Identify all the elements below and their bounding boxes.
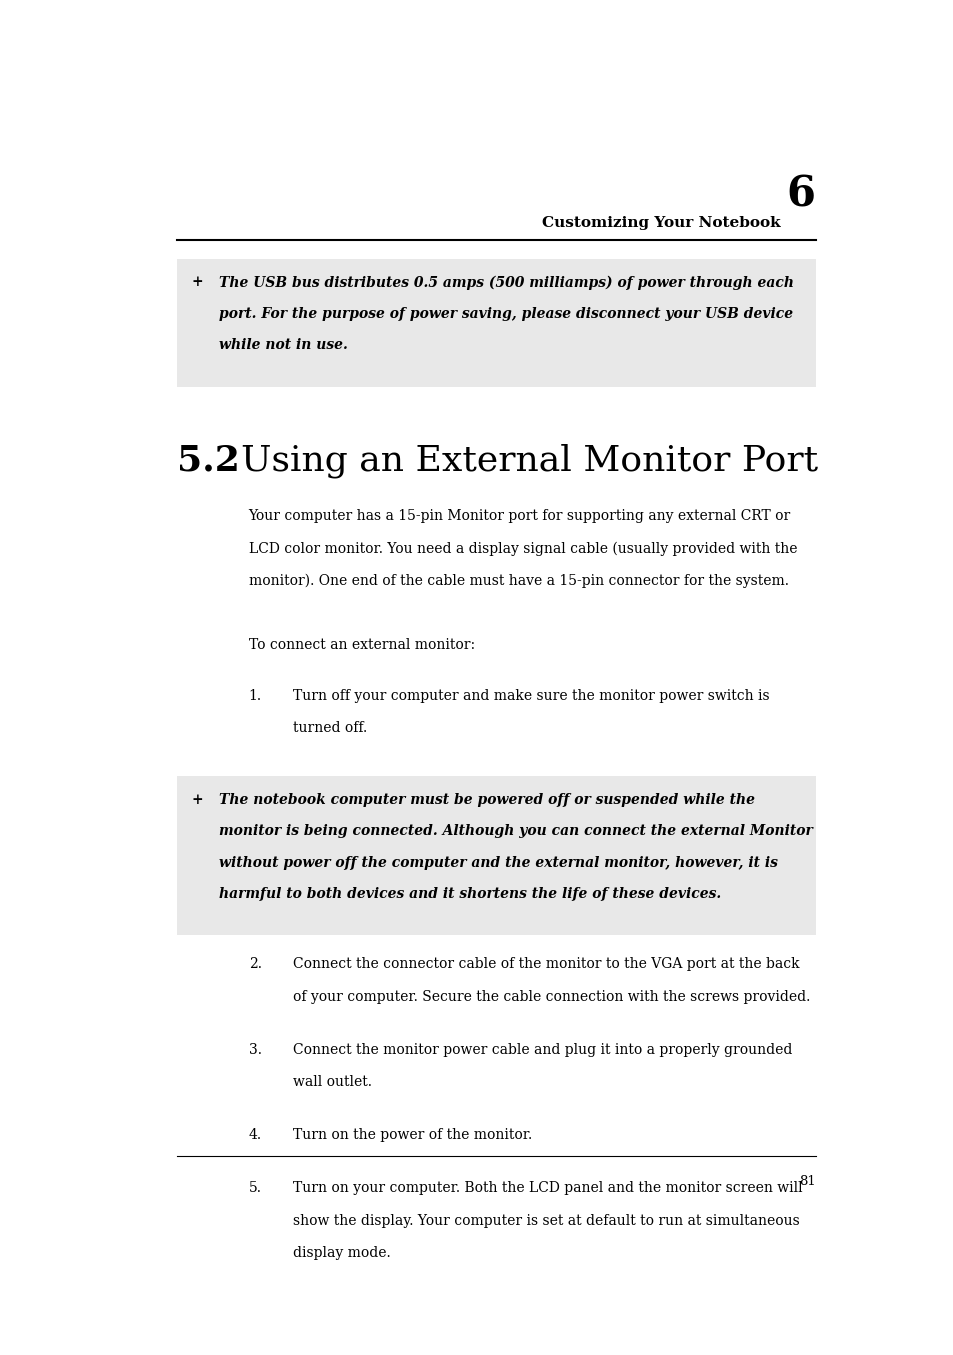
Text: Using an External Monitor Port: Using an External Monitor Port (241, 444, 818, 478)
Text: 3.: 3. (249, 1043, 261, 1057)
Text: while not in use.: while not in use. (219, 339, 348, 352)
Text: wall outlet.: wall outlet. (293, 1076, 372, 1089)
Bar (176, 776, 815, 935)
Text: display mode.: display mode. (293, 1247, 391, 1260)
Text: 5.2: 5.2 (176, 444, 239, 478)
Text: 5.: 5. (249, 1182, 261, 1195)
Text: Connect the connector cable of the monitor to the VGA port at the back: Connect the connector cable of the monit… (293, 958, 799, 972)
Text: The notebook computer must be powered off or suspended while the: The notebook computer must be powered of… (219, 793, 754, 806)
Text: port. For the purpose of power saving, please disconnect your USB device: port. For the purpose of power saving, p… (219, 306, 792, 321)
Text: +: + (192, 275, 203, 289)
Text: The USB bus distributes 0.5 amps (500 milliamps) of power through each: The USB bus distributes 0.5 amps (500 mi… (219, 275, 793, 290)
Text: To connect an external monitor:: To connect an external monitor: (249, 638, 475, 652)
Text: LCD color monitor. You need a display signal cable (usually provided with the: LCD color monitor. You need a display si… (249, 541, 797, 556)
Text: of your computer. Secure the cable connection with the screws provided.: of your computer. Secure the cable conne… (293, 991, 809, 1004)
Text: 2.: 2. (249, 958, 261, 972)
Text: harmful to both devices and it shortens the life of these devices.: harmful to both devices and it shortens … (219, 888, 720, 901)
Text: without power off the computer and the external monitor, however, it is: without power off the computer and the e… (219, 856, 777, 870)
Text: Turn on the power of the monitor.: Turn on the power of the monitor. (293, 1129, 532, 1142)
Text: Turn on your computer. Both the LCD panel and the monitor screen will: Turn on your computer. Both the LCD pane… (293, 1182, 801, 1195)
Text: 81: 81 (798, 1175, 815, 1187)
Text: 6: 6 (786, 173, 815, 215)
Text: 4.: 4. (249, 1129, 261, 1142)
Text: Turn off your computer and make sure the monitor power switch is: Turn off your computer and make sure the… (293, 688, 769, 703)
Text: show the display. Your computer is set at default to run at simultaneous: show the display. Your computer is set a… (293, 1214, 799, 1228)
Text: +: + (192, 793, 203, 806)
Text: turned off.: turned off. (293, 721, 367, 736)
Text: monitor). One end of the cable must have a 15-pin connector for the system.: monitor). One end of the cable must have… (249, 573, 788, 588)
Text: Connect the monitor power cable and plug it into a properly grounded: Connect the monitor power cable and plug… (293, 1043, 792, 1057)
Text: monitor is being connected. Although you can connect the external Monitor: monitor is being connected. Although you… (219, 824, 812, 839)
Bar (176, 259, 815, 386)
Text: Customizing Your Notebook: Customizing Your Notebook (541, 217, 781, 230)
Text: Your computer has a 15-pin Monitor port for supporting any external CRT or: Your computer has a 15-pin Monitor port … (249, 508, 790, 523)
Text: 1.: 1. (249, 688, 261, 703)
